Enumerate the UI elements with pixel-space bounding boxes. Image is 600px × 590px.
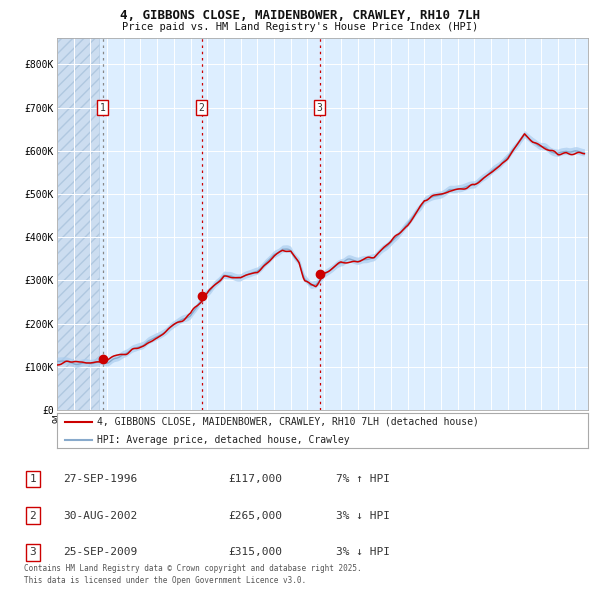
Text: 3: 3: [317, 103, 323, 113]
Text: 30-AUG-2002: 30-AUG-2002: [63, 511, 137, 520]
Text: 27-SEP-1996: 27-SEP-1996: [63, 474, 137, 484]
Text: 4, GIBBONS CLOSE, MAIDENBOWER, CRAWLEY, RH10 7LH (detached house): 4, GIBBONS CLOSE, MAIDENBOWER, CRAWLEY, …: [97, 417, 479, 427]
Text: 25-SEP-2009: 25-SEP-2009: [63, 548, 137, 557]
Text: 2: 2: [29, 511, 37, 520]
Text: 2: 2: [199, 103, 205, 113]
Bar: [57, 38, 99, 410]
Text: 1: 1: [29, 474, 37, 484]
Text: £265,000: £265,000: [228, 511, 282, 520]
Text: HPI: Average price, detached house, Crawley: HPI: Average price, detached house, Craw…: [97, 435, 349, 444]
Text: Contains HM Land Registry data © Crown copyright and database right 2025.
This d: Contains HM Land Registry data © Crown c…: [24, 565, 362, 585]
Text: 3% ↓ HPI: 3% ↓ HPI: [336, 548, 390, 557]
Text: 3% ↓ HPI: 3% ↓ HPI: [336, 511, 390, 520]
Text: 7% ↑ HPI: 7% ↑ HPI: [336, 474, 390, 484]
Text: £315,000: £315,000: [228, 548, 282, 557]
Text: Price paid vs. HM Land Registry's House Price Index (HPI): Price paid vs. HM Land Registry's House …: [122, 22, 478, 32]
Text: 4, GIBBONS CLOSE, MAIDENBOWER, CRAWLEY, RH10 7LH: 4, GIBBONS CLOSE, MAIDENBOWER, CRAWLEY, …: [120, 9, 480, 22]
Text: £117,000: £117,000: [228, 474, 282, 484]
Text: 1: 1: [100, 103, 106, 113]
Text: 3: 3: [29, 548, 37, 557]
